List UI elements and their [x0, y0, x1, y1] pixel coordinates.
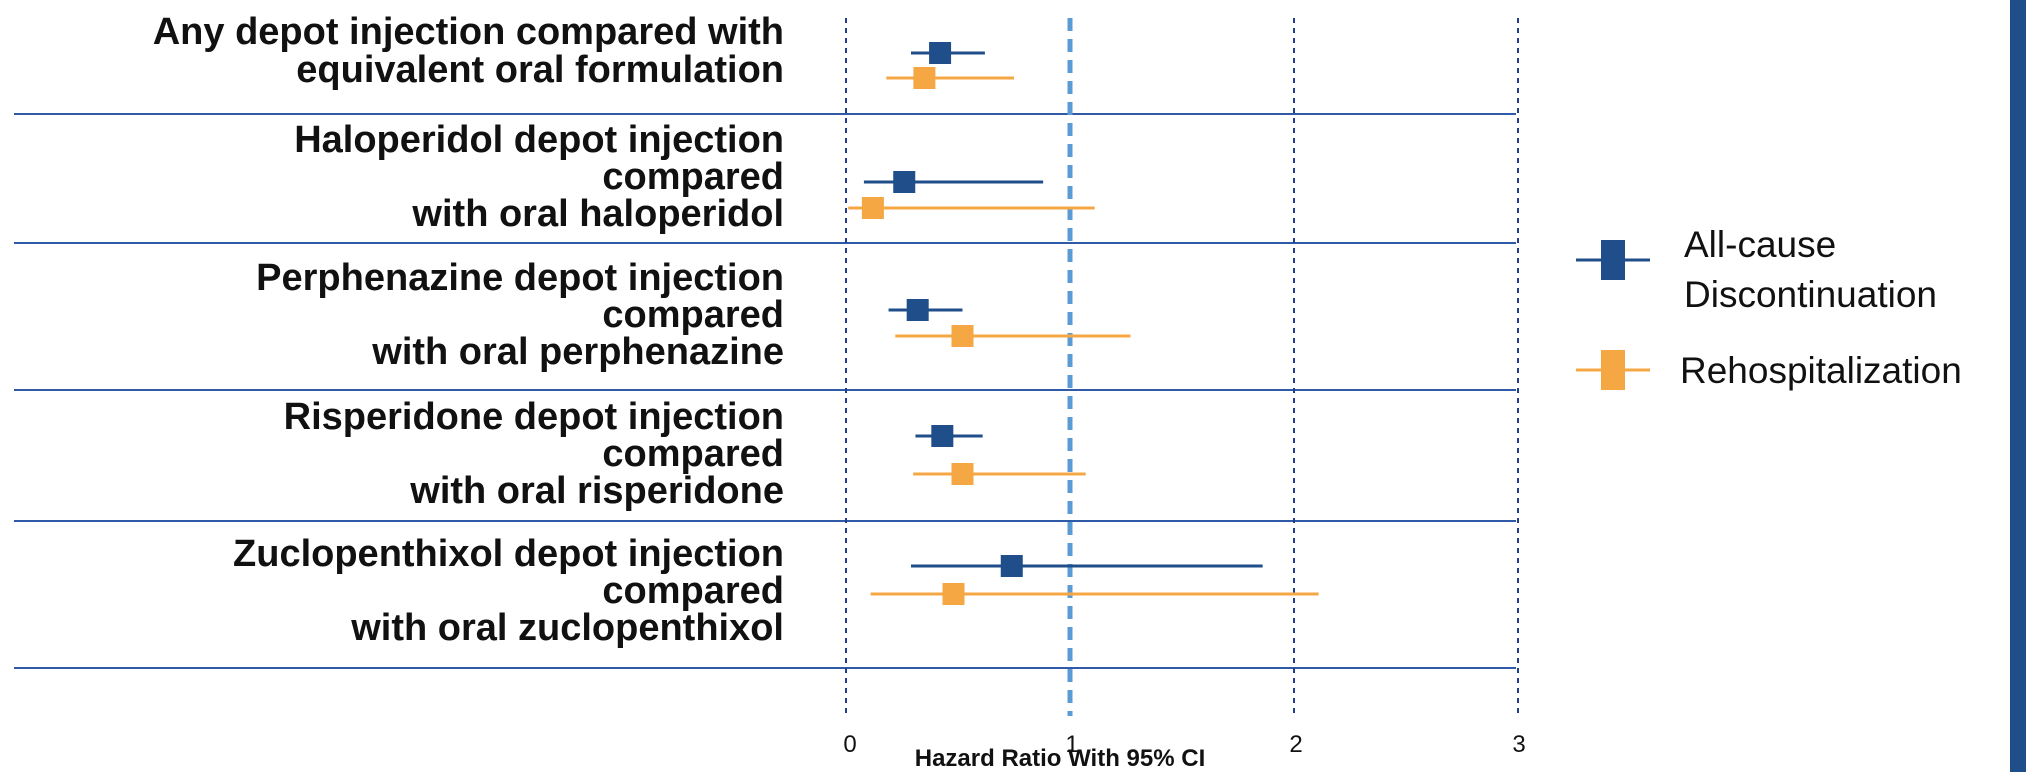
point-estimate-discontinuation-row-3	[906, 299, 929, 321]
slide-accent-bar	[2010, 0, 2026, 772]
row-label-5-line-1: Zuclopenthixol depot injection	[233, 533, 784, 575]
row-label-1-line-2: equivalent oral formulation	[296, 49, 784, 91]
point-estimate-rehospitalization-row-1	[913, 67, 936, 89]
point-estimate-discontinuation-row-2	[893, 171, 916, 193]
forest-marks	[848, 42, 1319, 605]
row-label-4-line-3: with oral risperidone	[409, 470, 784, 512]
point-estimate-discontinuation-row-5	[1000, 555, 1023, 577]
x-tick-label: 3	[1512, 731, 1525, 758]
row-label-2-line-1: Haloperidol depot injection	[294, 119, 784, 161]
row-label-2-line-3: with oral haloperidol	[411, 193, 784, 235]
legend-item-rehospitalization: Rehospitalization	[1576, 350, 1962, 391]
x-gridlines	[845, 18, 1519, 716]
x-tick-label: 2	[1289, 731, 1302, 758]
legend-marker-discontinuation	[1601, 240, 1625, 280]
row-label-3-line-1: Perphenazine depot injection	[256, 257, 784, 299]
legend-marker-rehospitalization	[1601, 350, 1625, 390]
point-estimate-rehospitalization-row-3	[951, 325, 974, 347]
x-tick-labels: 0 1 2 3	[843, 731, 1525, 758]
x-tick-label: 0	[843, 731, 856, 758]
legend: All-cause Discontinuation Rehospitalizat…	[1576, 224, 1962, 391]
row-label-2-line-2: compared	[602, 156, 784, 198]
point-estimate-rehospitalization-row-2	[861, 197, 884, 219]
point-estimate-discontinuation-row-4	[931, 425, 954, 447]
row-label-4-line-1: Risperidone depot injection	[284, 396, 784, 438]
row-label-4-line-2: compared	[602, 433, 784, 475]
row-label-5-line-3: with oral zuclopenthixol	[350, 607, 784, 649]
legend-label-discontinuation-2: Discontinuation	[1684, 274, 1937, 315]
x-tick-label: 1	[1065, 731, 1078, 758]
row-labels: Any depot injection compared with equiva…	[153, 11, 784, 649]
legend-item-discontinuation: All-cause Discontinuation	[1576, 224, 1937, 315]
point-estimate-rehospitalization-row-5	[942, 583, 965, 605]
legend-label-discontinuation-1: All-cause	[1684, 224, 1836, 265]
row-label-3-line-3: with oral perphenazine	[371, 331, 784, 373]
point-estimate-discontinuation-row-1	[929, 42, 952, 64]
row-label-5-line-2: compared	[602, 570, 784, 612]
row-label-3-line-2: compared	[602, 294, 784, 336]
row-label-1-line-1: Any depot injection compared with	[153, 11, 784, 53]
x-axis-title: Hazard Ratio With 95% CI	[915, 745, 1206, 772]
row-separators	[14, 113, 1516, 669]
legend-label-rehospitalization: Rehospitalization	[1680, 350, 1962, 391]
point-estimate-rehospitalization-row-4	[951, 463, 974, 485]
